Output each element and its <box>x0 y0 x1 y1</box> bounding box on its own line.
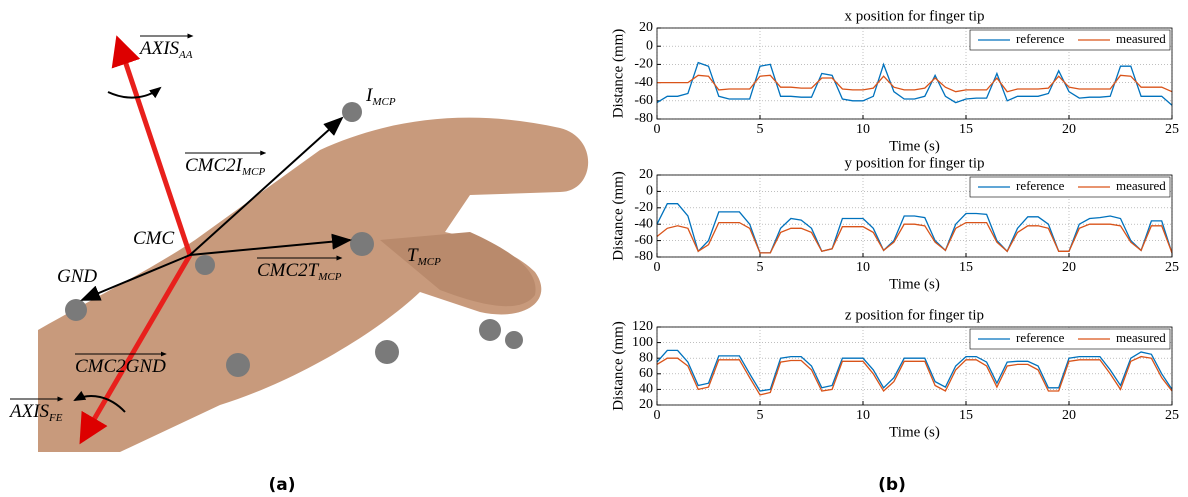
annotation: CMC2GND <box>75 356 166 377</box>
y-tick-label: -80 <box>634 249 653 264</box>
x-tick-label: 25 <box>1165 408 1179 423</box>
y-tick-label: -40 <box>634 216 653 231</box>
annotation: GND <box>57 266 97 287</box>
x-tick-label: 20 <box>1062 260 1076 275</box>
y-tick-label: 20 <box>639 20 653 35</box>
annotation-text: AXIS <box>8 401 50 422</box>
x-axis-label: Time (s) <box>889 424 940 440</box>
x-tick-label: 15 <box>959 408 973 423</box>
y-tick-label: 60 <box>639 366 653 381</box>
y-axis-label: Distance (mm) <box>610 29 626 119</box>
annotation-sub: MCP <box>241 166 266 178</box>
x-tick-label: 0 <box>654 408 661 423</box>
x-tick-label: 10 <box>856 122 870 137</box>
y-tick-label: 100 <box>632 335 653 350</box>
x-tick-label: 5 <box>757 408 764 423</box>
x-tick-label: 0 <box>654 122 661 137</box>
marker <box>65 299 87 321</box>
legend-label: measured <box>1116 330 1166 345</box>
chart-title: y position for finger tip <box>845 155 985 171</box>
y-tick-label: 0 <box>646 184 653 199</box>
y-tick-label: 0 <box>646 38 653 53</box>
annotation: IMCP <box>365 85 396 107</box>
marker <box>375 340 399 364</box>
y-tick-label: -20 <box>634 57 653 72</box>
x-tick-label: 20 <box>1062 408 1076 423</box>
y-tick-label: 80 <box>639 350 653 365</box>
annotation-text: GND <box>57 266 97 287</box>
figure: (a) (b) AXISAACMC2IMCPIMCPCMCTMCPCMC2TMC… <box>0 0 1188 497</box>
caption-a: (a) <box>268 475 295 495</box>
chart-title: x position for finger tip <box>845 8 985 24</box>
y-tick-label: 40 <box>639 382 653 397</box>
axis-aa <box>118 40 190 255</box>
annotation-sub: MCP <box>371 96 396 108</box>
y-tick-label: -80 <box>634 111 653 126</box>
annotation: CMC <box>133 228 175 249</box>
marker <box>342 102 362 122</box>
annotation-text: CMC2T <box>257 260 320 281</box>
annotation-sub: MCP <box>317 271 342 283</box>
y-tick-label: -40 <box>634 75 653 90</box>
annotation-sub: AA <box>178 49 193 61</box>
annotation-text: CMC <box>133 228 175 249</box>
legend-label: reference <box>1016 330 1065 345</box>
y-tick-label: -60 <box>634 233 653 248</box>
panel-a <box>38 40 588 452</box>
x-tick-label: 10 <box>856 260 870 275</box>
annotation: CMC2IMCP <box>185 155 266 177</box>
x-tick-label: 0 <box>654 260 661 275</box>
x-tick-label: 15 <box>959 122 973 137</box>
legend-label: reference <box>1016 31 1065 46</box>
annotation-text: AXIS <box>138 38 180 59</box>
x-axis-label: Time (s) <box>889 138 940 154</box>
x-tick-label: 20 <box>1062 122 1076 137</box>
annotation-sub: MCP <box>417 256 442 268</box>
legend-label: measured <box>1116 31 1166 46</box>
x-tick-label: 15 <box>959 260 973 275</box>
annotation-text: CMC2I <box>185 155 244 176</box>
y-tick-label: 20 <box>639 397 653 412</box>
marker <box>226 353 250 377</box>
legend-label: reference <box>1016 178 1065 193</box>
y-tick-label: -60 <box>634 93 653 108</box>
annotation-sub: FE <box>48 412 63 424</box>
y-tick-label: -20 <box>634 200 653 215</box>
y-tick-label: 120 <box>632 319 653 334</box>
x-axis-label: Time (s) <box>889 276 940 292</box>
x-tick-label: 5 <box>757 122 764 137</box>
y-tick-label: 20 <box>639 167 653 182</box>
marker <box>350 232 374 256</box>
annotation: AXISAA <box>138 38 193 60</box>
annotation-text: CMC2GND <box>75 356 166 377</box>
x-tick-label: 25 <box>1165 122 1179 137</box>
x-tick-label: 5 <box>757 260 764 275</box>
chart-title: z position for finger tip <box>845 307 984 323</box>
marker <box>479 319 501 341</box>
y-axis-label: Distance (mm) <box>610 321 626 411</box>
legend-label: measured <box>1116 178 1166 193</box>
x-tick-label: 25 <box>1165 260 1179 275</box>
caption-b: (b) <box>878 475 906 495</box>
marker <box>505 331 523 349</box>
marker <box>195 255 215 275</box>
page: (a) (b) AXISAACMC2IMCPIMCPCMCTMCPCMC2TMC… <box>0 0 1188 497</box>
x-tick-label: 10 <box>856 408 870 423</box>
y-axis-label: Distance (mm) <box>610 171 626 261</box>
